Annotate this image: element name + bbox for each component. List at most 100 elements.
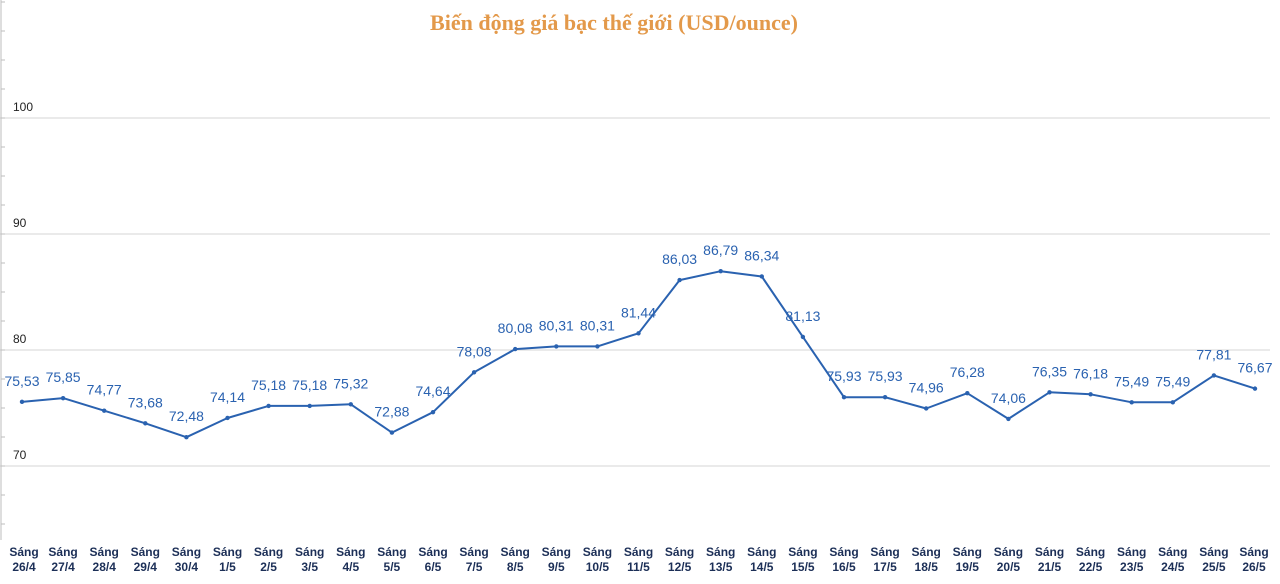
data-point bbox=[102, 408, 107, 413]
x-tick-label: Sáng 4/5 bbox=[336, 545, 365, 574]
x-tick-label: Sáng 16/5 bbox=[829, 545, 858, 574]
x-tick-label: Sáng 19/5 bbox=[953, 545, 982, 574]
x-tick-label: Sáng 27/4 bbox=[48, 545, 77, 574]
x-tick-label: Sáng 21/5 bbox=[1035, 545, 1064, 574]
x-tick-label: Sáng 29/4 bbox=[131, 545, 160, 574]
data-point bbox=[307, 403, 312, 409]
data-label: 80,31 bbox=[580, 317, 615, 333]
x-tick-label: Sáng 26/5 bbox=[1239, 545, 1268, 574]
x-tick-label: Sáng 6/5 bbox=[418, 545, 447, 574]
data-point bbox=[430, 409, 436, 415]
x-tick-label: Sáng 18/5 bbox=[912, 545, 941, 574]
data-point bbox=[513, 346, 518, 352]
data-point bbox=[554, 344, 559, 349]
x-tick-label: Sáng 8/5 bbox=[501, 545, 530, 574]
data-point bbox=[841, 395, 847, 400]
x-tick-label: Sáng 25/5 bbox=[1199, 545, 1228, 574]
x-tick-label: Sáng 1/5 bbox=[213, 545, 242, 574]
data-point bbox=[595, 344, 600, 349]
data-point bbox=[184, 435, 189, 440]
data-label: 74,77 bbox=[87, 382, 122, 398]
data-points bbox=[19, 269, 1258, 440]
data-labels: 75,53 75,85 74,77 73,68 72,48 74,14 75,18 75,18… bbox=[4, 242, 1272, 424]
x-tick-label: Sáng 11/5 bbox=[624, 545, 653, 574]
data-point bbox=[636, 331, 641, 336]
data-label: 77,81 bbox=[1196, 346, 1231, 362]
data-label: 80,08 bbox=[498, 320, 533, 336]
data-label: 75,32 bbox=[333, 375, 368, 391]
data-point bbox=[143, 421, 148, 426]
data-label: 76,67 bbox=[1237, 360, 1272, 376]
data-label: 72,88 bbox=[374, 404, 409, 420]
x-tick-label: Sáng 24/5 bbox=[1158, 545, 1187, 574]
x-tick-label: Sáng 17/5 bbox=[870, 545, 899, 574]
x-tick-label: Sáng 23/5 bbox=[1117, 545, 1146, 574]
data-point bbox=[800, 334, 806, 340]
x-tick-label: Sáng 13/5 bbox=[706, 545, 735, 574]
x-axis-ticks: Sáng 26/4 Sáng 27/4 Sáng 28/4 Sáng 29/4 Sáng 30/4… bbox=[9, 545, 1268, 574]
data-label: 76,28 bbox=[950, 364, 985, 380]
y-tick-label: 90 bbox=[13, 216, 27, 230]
data-label: 86,79 bbox=[703, 242, 738, 258]
data-label: 75,49 bbox=[1114, 373, 1149, 389]
data-label: 80,31 bbox=[539, 317, 574, 333]
data-point bbox=[266, 403, 271, 409]
data-point bbox=[1211, 373, 1217, 378]
x-tick-label: Sáng 7/5 bbox=[459, 545, 488, 574]
x-tick-label: Sáng 30/4 bbox=[172, 545, 201, 574]
chart-title: Biến động giá bạc thế giới (USD/ounce) bbox=[430, 10, 798, 35]
data-point bbox=[1047, 390, 1052, 395]
data-label: 74,06 bbox=[991, 390, 1026, 406]
y-tick-label: 100 bbox=[13, 100, 33, 114]
data-label: 86,03 bbox=[662, 251, 697, 267]
x-tick-label: Sáng 22/5 bbox=[1076, 545, 1105, 574]
data-point bbox=[759, 274, 764, 279]
data-point bbox=[965, 390, 970, 396]
data-point bbox=[1252, 386, 1258, 391]
data-point bbox=[19, 399, 25, 405]
x-tick-label: Sáng 12/5 bbox=[665, 545, 694, 574]
data-label: 75,18 bbox=[251, 377, 286, 393]
data-label: 81,13 bbox=[785, 308, 820, 324]
data-label: 74,14 bbox=[210, 389, 245, 405]
data-point bbox=[471, 370, 477, 375]
data-label: 75,93 bbox=[826, 368, 861, 384]
gridlines bbox=[0, 0, 1270, 540]
data-point bbox=[389, 430, 395, 435]
data-label: 76,18 bbox=[1073, 365, 1108, 381]
data-label: 75,49 bbox=[1155, 373, 1190, 389]
data-label: 72,48 bbox=[169, 408, 204, 424]
x-tick-label: Sáng 20/5 bbox=[994, 545, 1023, 574]
data-point bbox=[718, 269, 723, 274]
data-label: 75,85 bbox=[46, 369, 81, 385]
data-label: 75,18 bbox=[292, 377, 327, 393]
x-tick-label: Sáng 28/4 bbox=[90, 545, 119, 574]
series-line bbox=[21, 270, 1256, 439]
x-tick-label: Sáng 3/5 bbox=[295, 545, 324, 574]
data-label: 86,34 bbox=[744, 247, 779, 263]
data-point bbox=[1006, 416, 1011, 422]
data-label: 73,68 bbox=[128, 394, 163, 410]
data-label: 75,93 bbox=[868, 368, 903, 384]
x-tick-label: Sáng 14/5 bbox=[747, 545, 776, 574]
x-tick-label: Sáng 15/5 bbox=[788, 545, 817, 574]
data-point bbox=[882, 395, 888, 400]
series-polyline bbox=[21, 270, 1256, 439]
y-tick-label: 80 bbox=[13, 332, 27, 346]
data-label: 76,35 bbox=[1032, 363, 1067, 379]
y-tick-label: 70 bbox=[13, 448, 27, 462]
data-point bbox=[1170, 400, 1176, 405]
data-point bbox=[1129, 400, 1134, 405]
data-point bbox=[924, 406, 929, 411]
data-label: 81,44 bbox=[621, 304, 656, 320]
data-label: 78,08 bbox=[457, 343, 492, 359]
x-tick-label: Sáng 5/5 bbox=[377, 545, 406, 574]
x-tick-label: Sáng 9/5 bbox=[542, 545, 571, 574]
data-label: 74,64 bbox=[415, 383, 450, 399]
x-tick-label: Sáng 26/4 bbox=[9, 545, 38, 574]
data-point bbox=[348, 402, 353, 407]
data-label: 74,96 bbox=[909, 379, 944, 395]
data-point bbox=[225, 415, 230, 421]
y-axis-ticks: 70 80 90 100 bbox=[13, 100, 33, 462]
